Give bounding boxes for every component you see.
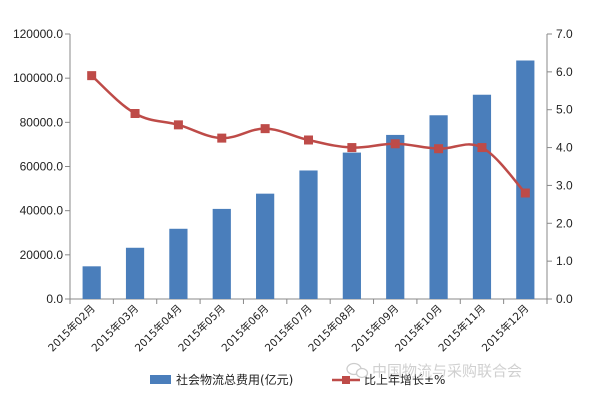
- line-point: [260, 124, 270, 134]
- left-axis-tick-label: 100000.0: [13, 71, 63, 85]
- right-axis-tick-label: 0.0: [556, 292, 573, 306]
- right-axis-tick-label: 1.0: [556, 254, 573, 268]
- legend-swatch-marker: [342, 376, 350, 384]
- line-point: [130, 109, 140, 118]
- line-point: [173, 120, 183, 130]
- bar: [125, 247, 145, 299]
- bar: [386, 134, 405, 299]
- right-axis-tick-label: 2.0: [556, 216, 573, 230]
- right-axis-tick-label: 5.0: [556, 103, 573, 117]
- left-axis-tick-label: 80000.0: [20, 115, 64, 129]
- line-series: [87, 71, 530, 198]
- bar: [342, 152, 361, 299]
- left-axis-tick-label: 120000.0: [13, 27, 63, 41]
- legend-label-line: 比上年增长±%: [364, 373, 445, 387]
- legend: 社会物流总费用(亿元) 比上年增长±%: [150, 372, 445, 387]
- right-axis-tick-label: 6.0: [556, 65, 573, 79]
- bar: [299, 170, 318, 299]
- legend-swatch-bar: [150, 375, 171, 384]
- line-point: [347, 143, 357, 153]
- line-point: [217, 133, 227, 143]
- line-point: [434, 144, 444, 154]
- left-axis-tick-label: 0.0: [46, 292, 63, 306]
- x-axis-tick-label: 2015年12月: [479, 302, 531, 354]
- left-axis-tick-label: 20000.0: [20, 248, 64, 262]
- line-point: [87, 71, 97, 81]
- left-axis-tick-label: 40000.0: [20, 204, 64, 218]
- bar: [472, 94, 492, 300]
- legend-label-bar: 社会物流总费用(亿元): [176, 372, 293, 387]
- line-point: [390, 139, 400, 149]
- right-axis-tick-label: 7.0: [556, 27, 573, 41]
- line-point: [477, 143, 487, 153]
- line-point: [520, 188, 530, 198]
- right-axis-tick-label: 3.0: [556, 178, 573, 192]
- right-axis-tick-label: 4.0: [556, 141, 573, 155]
- watermark-text: 中国物流与采购联合会: [372, 362, 522, 380]
- bar: [256, 193, 275, 299]
- bar: [429, 115, 448, 300]
- line-point: [304, 135, 313, 145]
- bar: [169, 228, 188, 299]
- bar: [516, 60, 535, 299]
- watermark: 中国物流与采购联合会: [346, 362, 522, 380]
- left-axis-tick-label: 60000.0: [20, 160, 64, 174]
- wechat-icon: [346, 362, 369, 379]
- bar: [82, 266, 101, 299]
- bar-series: [82, 60, 535, 300]
- bar: [212, 208, 231, 299]
